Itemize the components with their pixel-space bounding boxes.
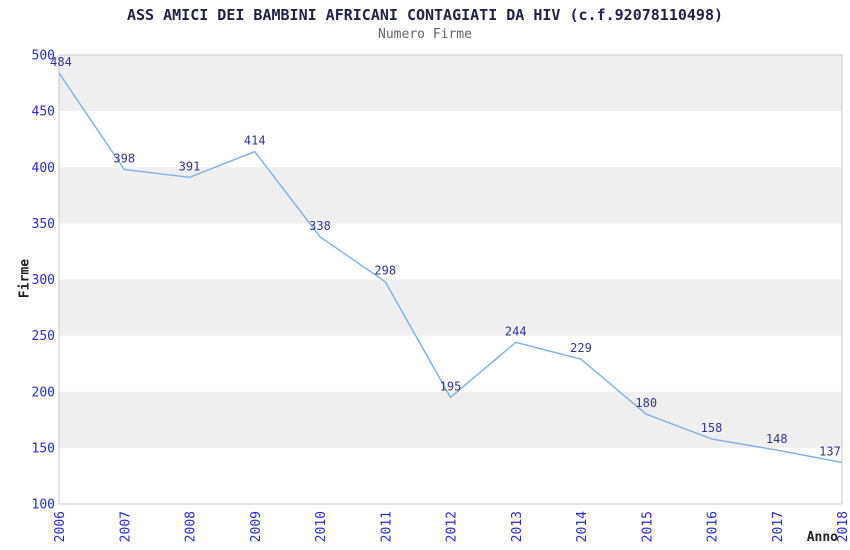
data-value-label: 391: [179, 159, 201, 173]
data-value-label: 148: [766, 432, 788, 446]
y-tick-label: 300: [32, 273, 55, 288]
plot-border: [58, 54, 843, 505]
data-value-label: 195: [440, 379, 462, 393]
x-tick-label: 2011: [379, 511, 394, 542]
y-tick-label: 150: [32, 441, 55, 456]
data-value-label: 298: [374, 264, 396, 278]
chart-title: ASS AMICI DEI BAMBINI AFRICANI CONTAGIAT…: [126, 6, 724, 24]
x-tick-label: 2013: [510, 511, 525, 542]
x-tick-label: 2008: [184, 511, 199, 542]
chart-subtitle: Numero Firme: [378, 27, 472, 42]
data-value-label: 229: [570, 341, 592, 355]
x-tick-label: 2014: [575, 511, 590, 542]
x-tick-label: 2018: [836, 511, 850, 542]
x-tick-label: 2007: [118, 511, 133, 542]
x-tick-label: 2016: [706, 511, 721, 542]
x-tick-label: 2010: [314, 511, 329, 542]
data-value-label: 180: [635, 396, 657, 410]
data-value-label: 158: [701, 421, 723, 435]
data-value-label: 244: [505, 324, 527, 338]
y-tick-label: 350: [32, 217, 55, 232]
x-tick-label: 2017: [771, 511, 786, 542]
y-tick-label: 100: [32, 498, 55, 513]
data-value-label: 398: [113, 151, 135, 165]
data-value-label: 414: [244, 134, 266, 148]
y-tick-label: 450: [32, 105, 55, 120]
grid-band: [59, 55, 842, 112]
grid-band: [59, 279, 842, 336]
data-value-label: 137: [819, 444, 841, 458]
x-tick-label: 2015: [640, 511, 655, 542]
y-tick-label: 500: [32, 49, 55, 64]
data-value-label: 338: [309, 219, 331, 233]
data-line: [58, 72, 843, 464]
x-tick-label: 2009: [249, 511, 264, 542]
data-value-label: 484: [50, 55, 72, 69]
y-tick-label: 250: [32, 329, 55, 344]
x-tick-label: 2006: [53, 511, 68, 542]
x-tick-label: 2012: [445, 511, 460, 542]
y-tick-label: 200: [32, 385, 55, 400]
y-tick-label: 400: [32, 161, 55, 176]
x-axis-title: Anno: [806, 530, 838, 545]
grid-band: [59, 391, 842, 448]
